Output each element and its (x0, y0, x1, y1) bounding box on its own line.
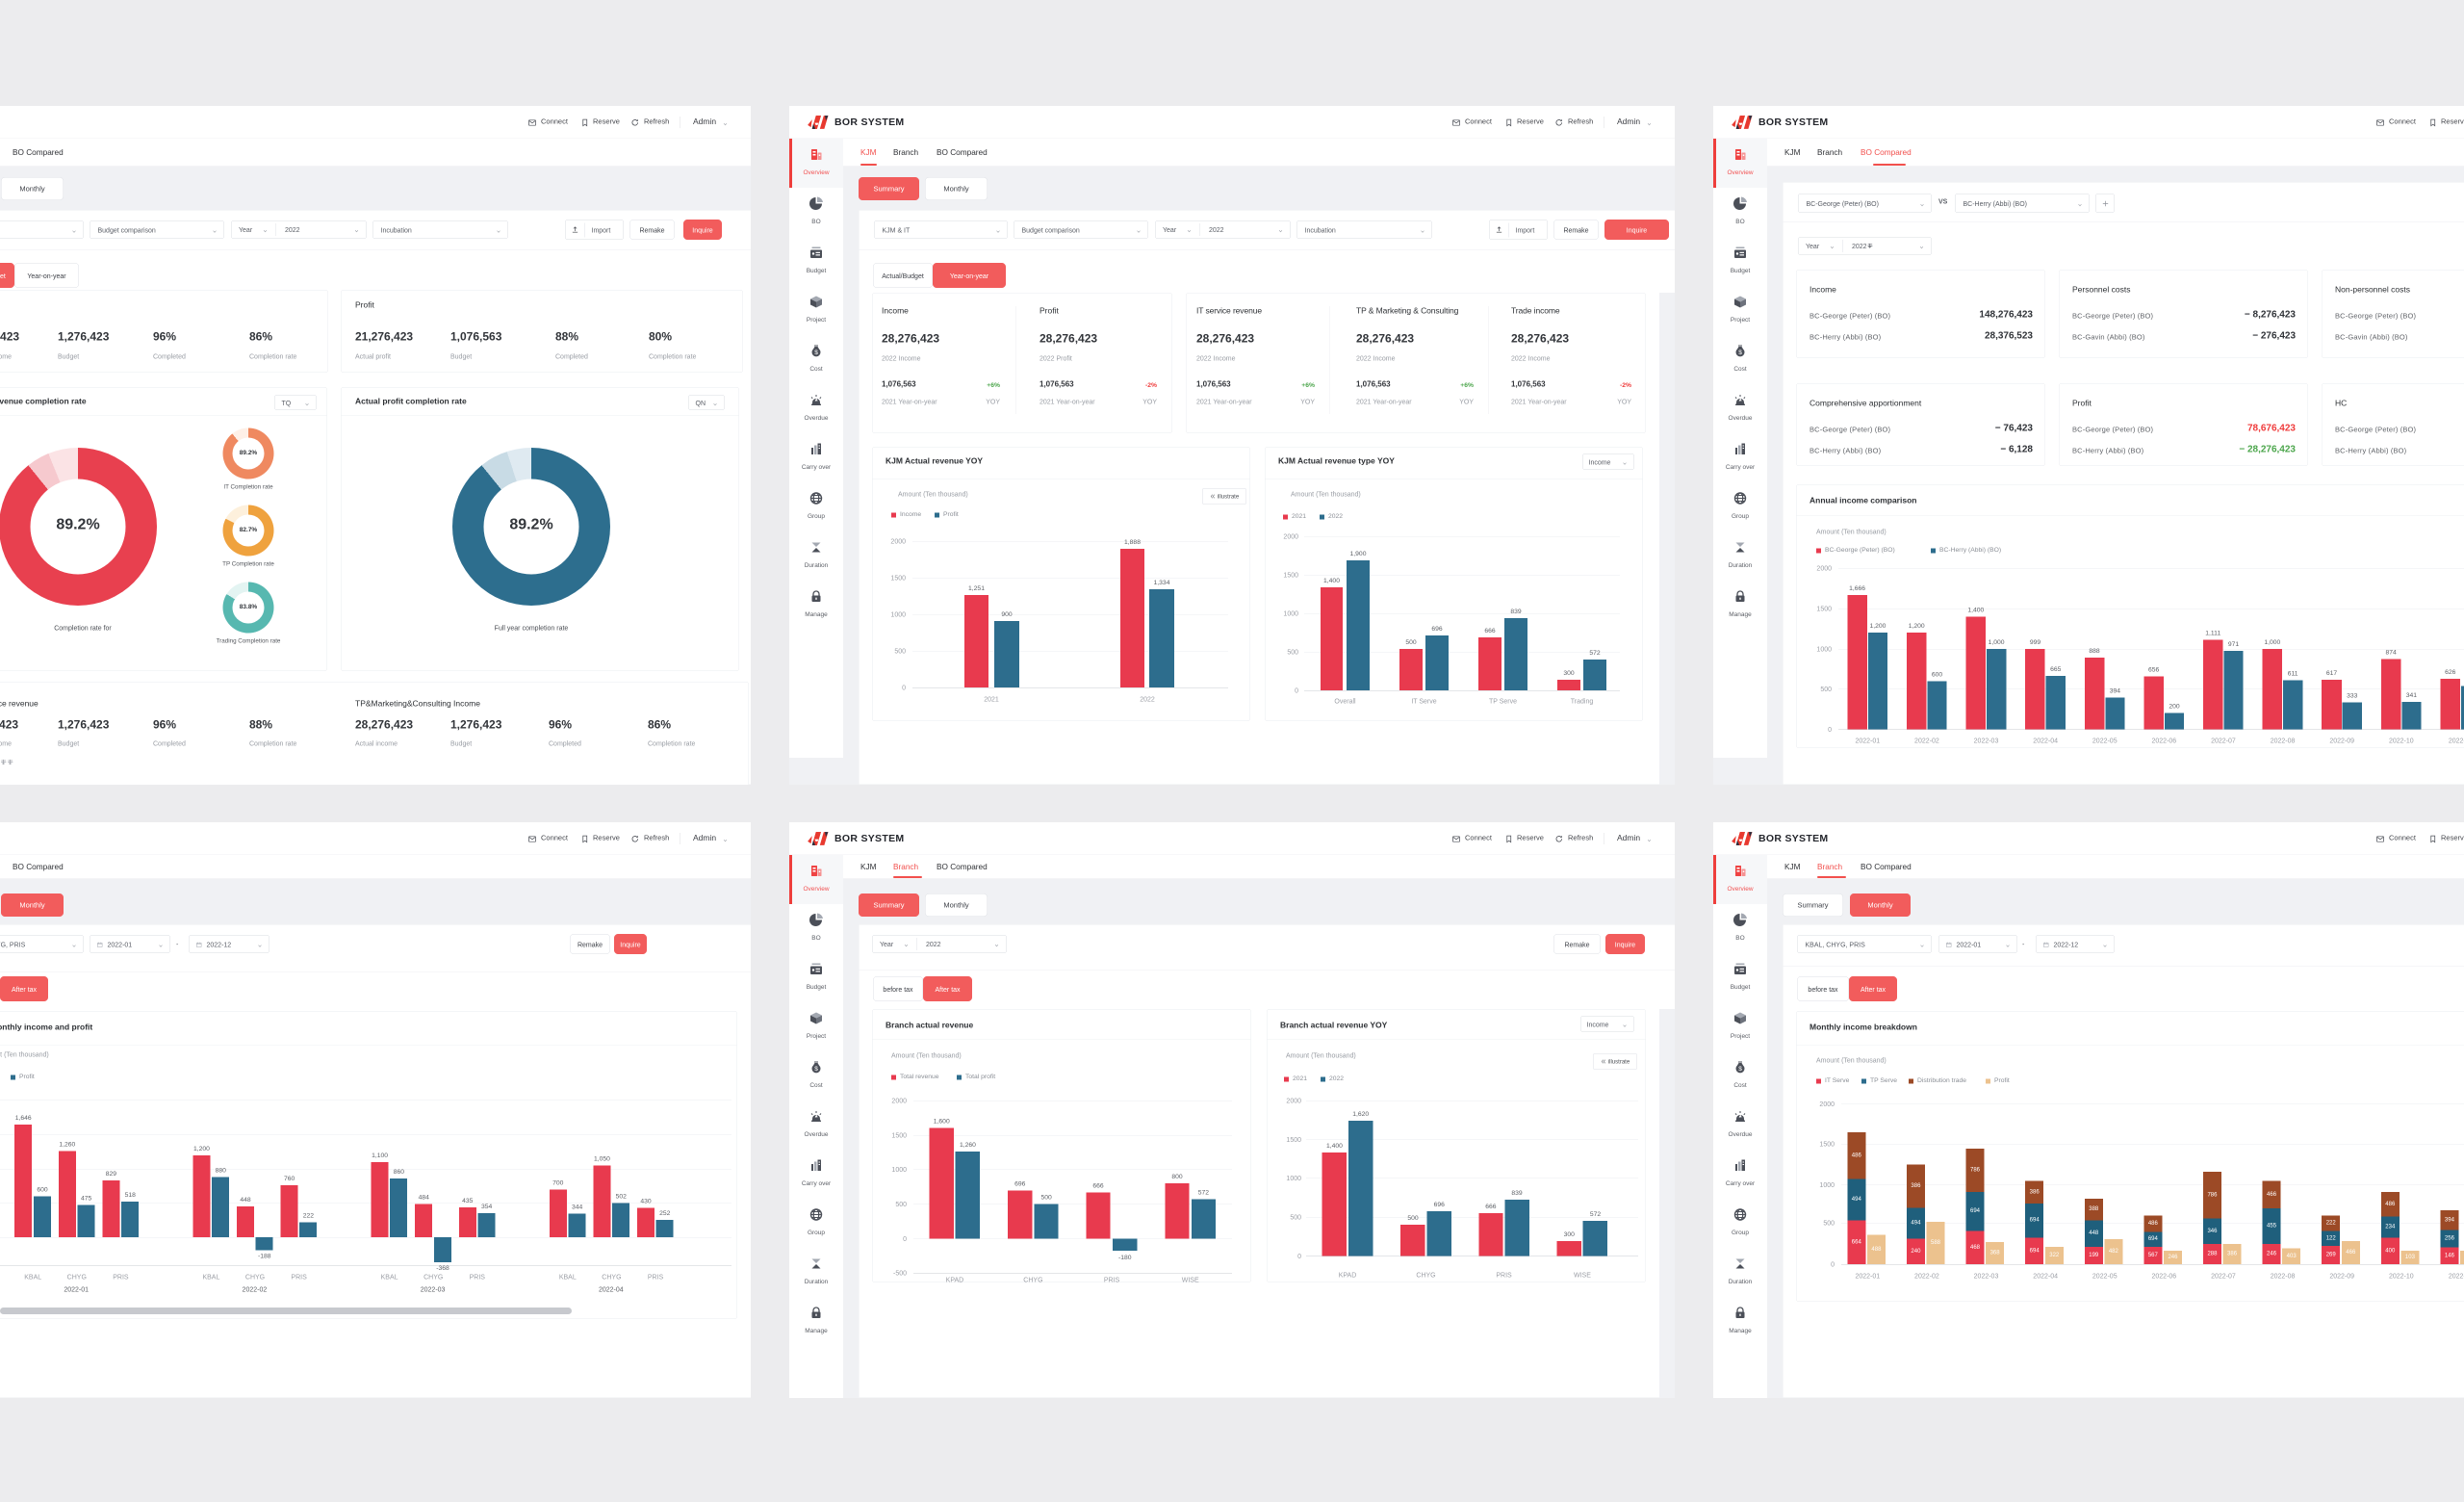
svg-text:$: $ (1738, 350, 1742, 356)
svg-text:$: $ (814, 350, 818, 356)
svg-text:$: $ (1738, 1066, 1742, 1073)
svg-text:$: $ (814, 1066, 818, 1073)
